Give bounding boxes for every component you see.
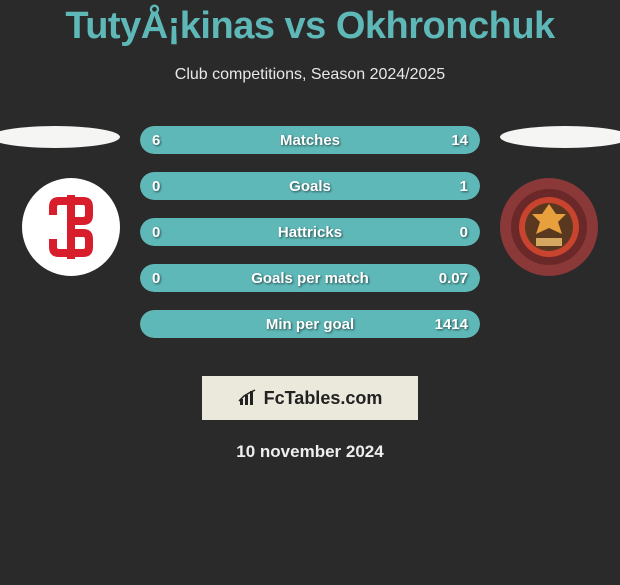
page-title: TutyÅ¡kinas vs Okhronchuk — [0, 5, 620, 48]
brand-box[interactable]: FcTables.com — [202, 376, 418, 420]
stat-row: 0Hattricks0 — [140, 218, 480, 246]
brand-label: FcTables.com — [264, 388, 383, 409]
comparison-area: 6Matches140Goals10Hattricks00Goals per m… — [0, 126, 620, 346]
right-stripe — [500, 126, 620, 148]
right-club-logo-icon — [508, 186, 590, 268]
stat-row: 0Goals per match0.07 — [140, 264, 480, 292]
date-text: 10 november 2024 — [0, 442, 620, 462]
stat-label: Min per goal — [140, 316, 480, 333]
stat-value-right: 1414 — [435, 316, 468, 333]
team-logo-right — [500, 178, 598, 276]
stat-label: Matches — [140, 132, 480, 149]
team-logo-left — [22, 178, 120, 276]
stat-value-right: 14 — [451, 132, 468, 149]
brand-chart-icon — [238, 389, 258, 407]
stat-row: 0Goals1 — [140, 172, 480, 200]
stats-list: 6Matches140Goals10Hattricks00Goals per m… — [140, 126, 480, 356]
left-stripe — [0, 126, 120, 148]
stat-label: Goals — [140, 178, 480, 195]
stat-value-right: 0.07 — [439, 270, 468, 287]
stat-value-right: 1 — [460, 178, 468, 195]
stat-row: Min per goal1414 — [140, 310, 480, 338]
subtitle: Club competitions, Season 2024/2025 — [0, 66, 620, 84]
stat-row: 6Matches14 — [140, 126, 480, 154]
lks-logo-icon — [31, 187, 111, 267]
stat-value-right: 0 — [460, 224, 468, 241]
stat-label: Goals per match — [140, 270, 480, 287]
stat-label: Hattricks — [140, 224, 480, 241]
